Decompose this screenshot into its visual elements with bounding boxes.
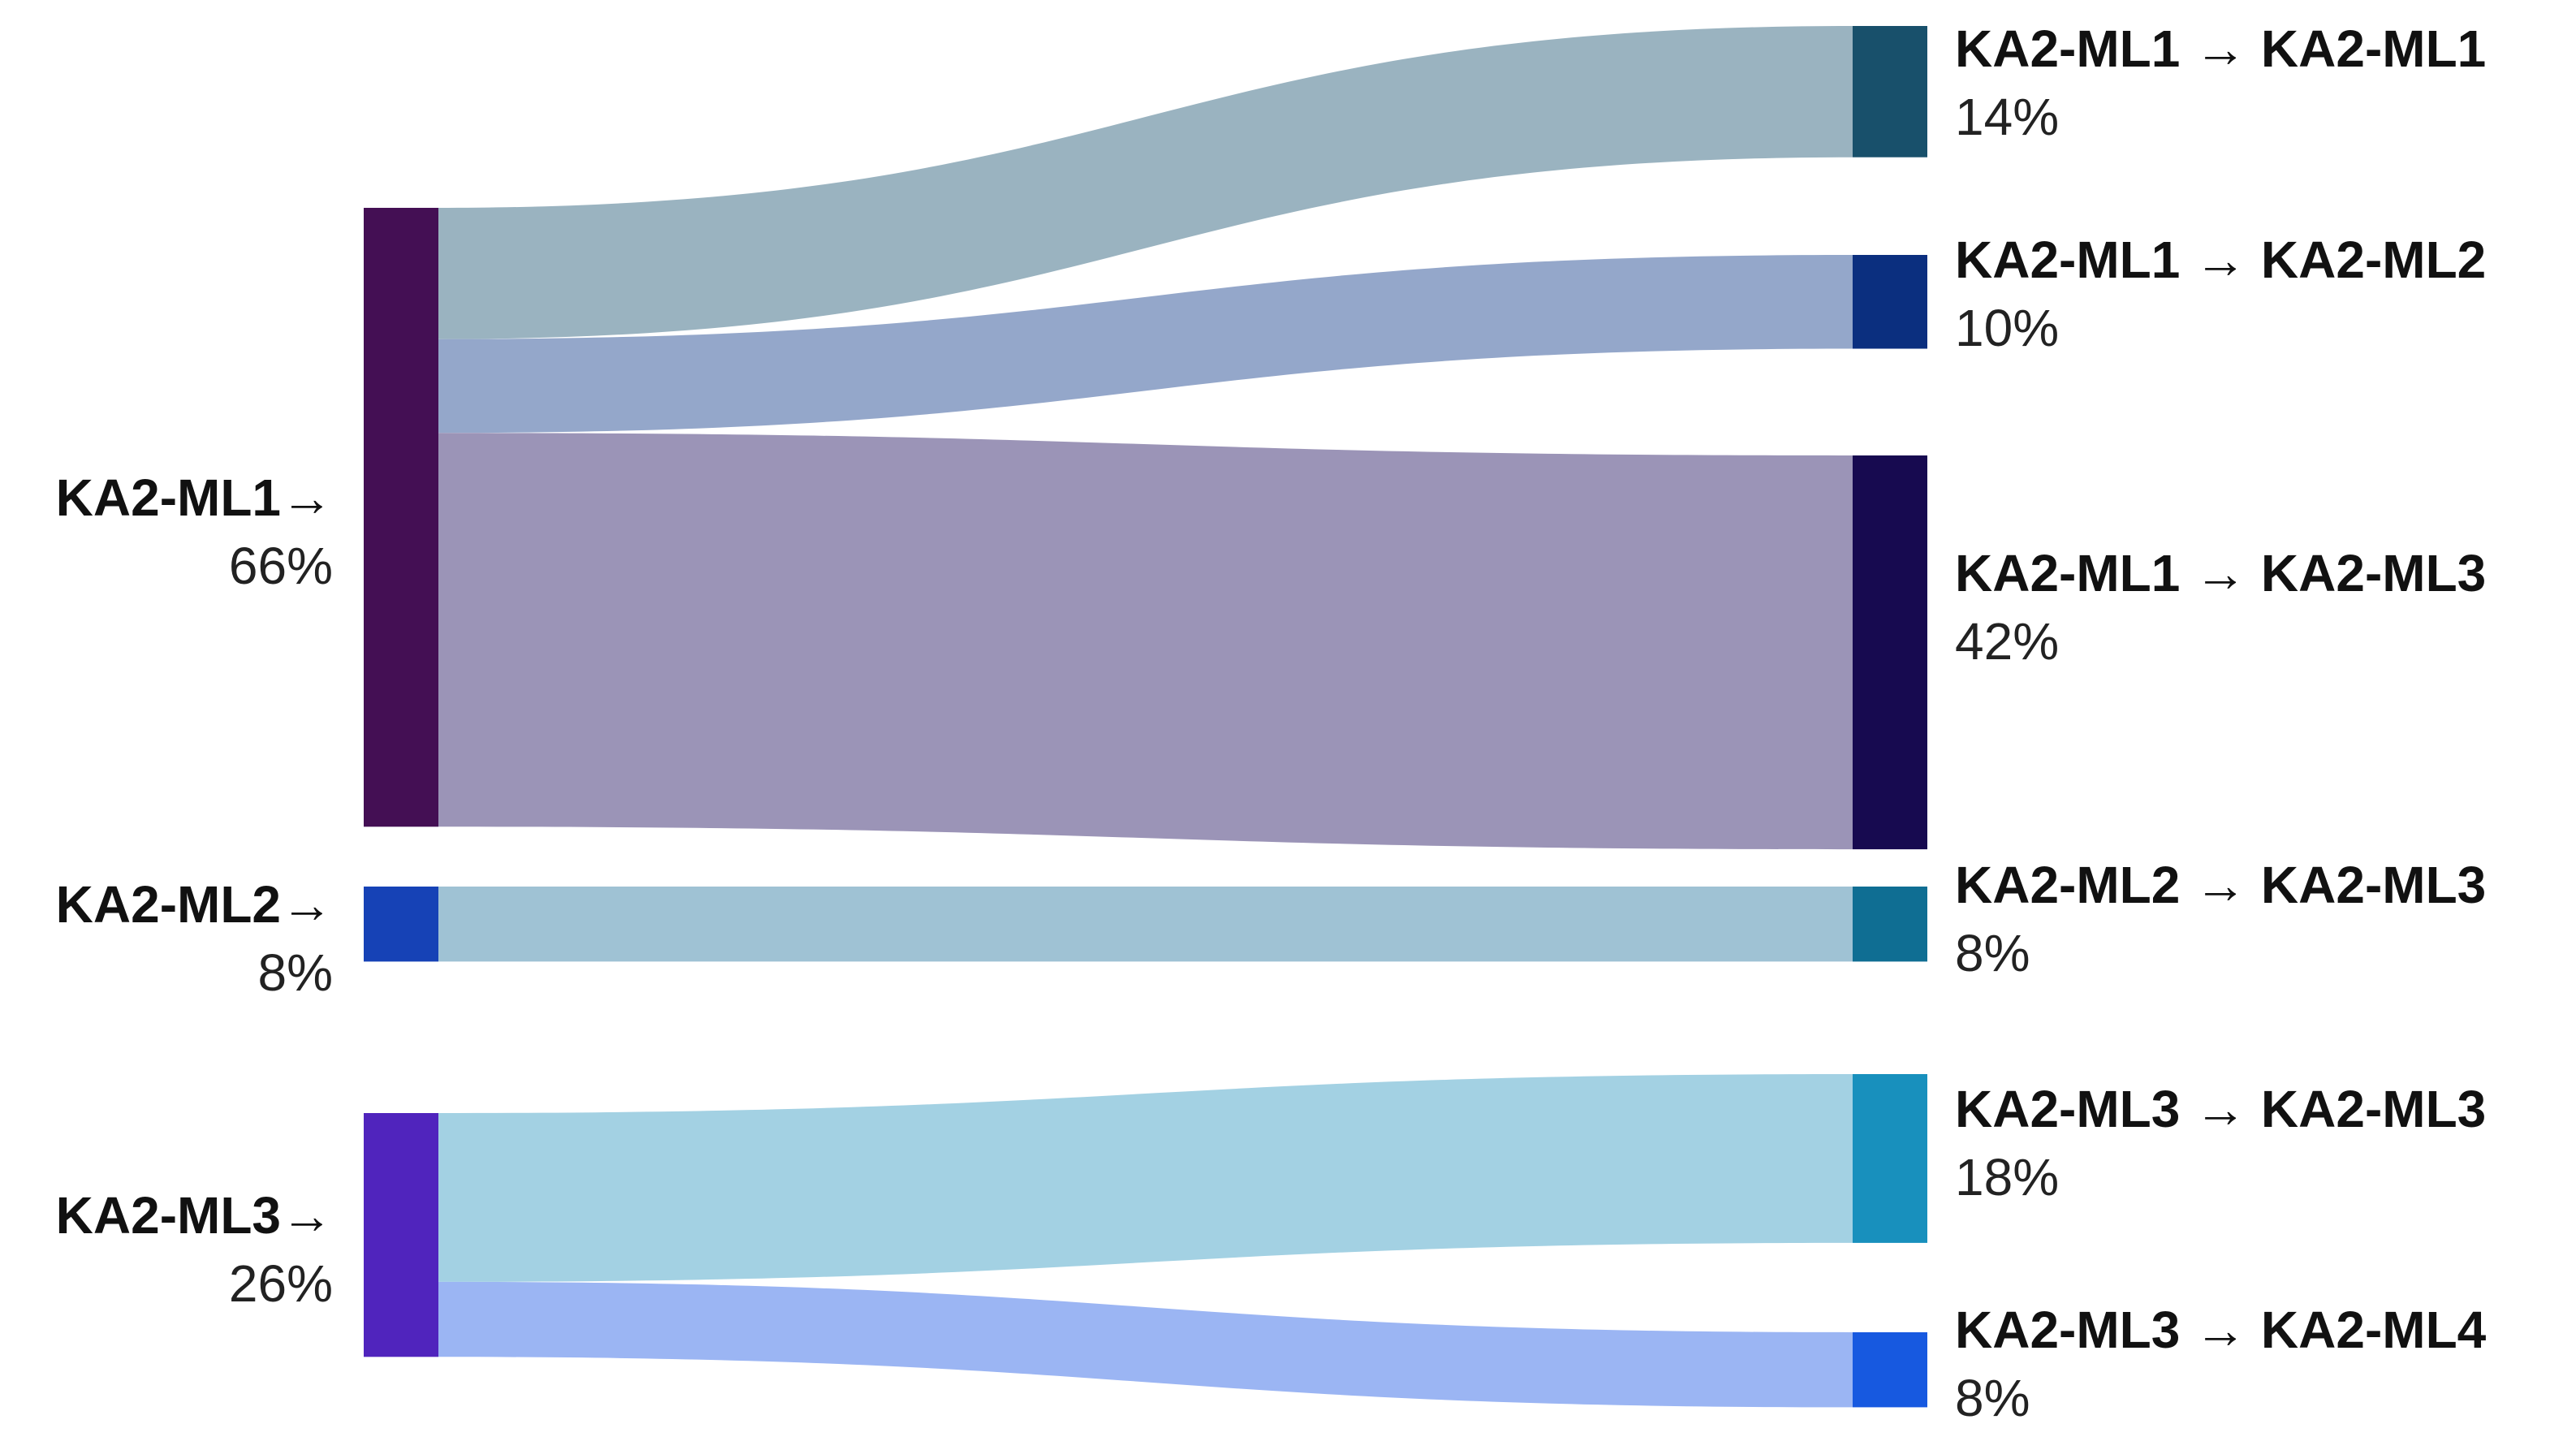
target-value-1: 14% (1955, 88, 2059, 146)
source-value-2: 8% (258, 943, 334, 1002)
link-src3-to-t5 (438, 1074, 1853, 1282)
target-node-3 (1853, 455, 1927, 850)
link-src1-to-t2 (438, 255, 1853, 434)
labels-layer: KA2-ML1→ 66% KA2-ML2→ 8% KA2-ML3→ 26% KA2-ML1 … (56, 19, 2487, 1427)
target-label-6: KA2-ML3 → KA2-ML4 (1955, 1301, 2487, 1359)
link-src1-to-t3 (438, 433, 1853, 850)
target-label-5: KA2-ML3 → KA2-ML3 (1955, 1080, 2486, 1138)
target-value-2: 10% (1955, 299, 2059, 357)
target-label-1: KA2-ML1 → KA2-ML1 (1955, 19, 2486, 78)
target-node-4 (1853, 887, 1927, 962)
source-label-1: KA2-ML1→ (56, 468, 333, 527)
target-value-5: 18% (1955, 1148, 2059, 1206)
target-label-3: KA2-ML1 → KA2-ML3 (1955, 544, 2486, 602)
source-label-2: KA2-ML2→ (56, 875, 333, 934)
target-value-6: 8% (1955, 1369, 2030, 1427)
source-node-3 (364, 1113, 438, 1357)
source-node-1 (364, 208, 438, 827)
target-value-4: 8% (1955, 924, 2030, 982)
target-value-3: 42% (1955, 612, 2059, 671)
link-src2-to-t4 (438, 887, 1853, 962)
target-node-6 (1853, 1332, 1927, 1408)
target-label-4: KA2-ML2 → KA2-ML3 (1955, 856, 2486, 914)
link-src3-to-t6 (438, 1281, 1853, 1408)
target-node-1 (1853, 26, 1927, 158)
target-node-2 (1853, 255, 1927, 349)
links-layer (438, 26, 1853, 1408)
target-node-5 (1853, 1074, 1927, 1243)
source-label-3: KA2-ML3→ (56, 1186, 333, 1245)
nodes-layer (364, 26, 1927, 1408)
source-node-2 (364, 887, 438, 962)
target-label-2: KA2-ML1 → KA2-ML2 (1955, 231, 2486, 289)
source-value-1: 66% (229, 537, 333, 595)
link-src1-to-t1 (438, 26, 1853, 339)
source-value-3: 26% (229, 1254, 333, 1313)
